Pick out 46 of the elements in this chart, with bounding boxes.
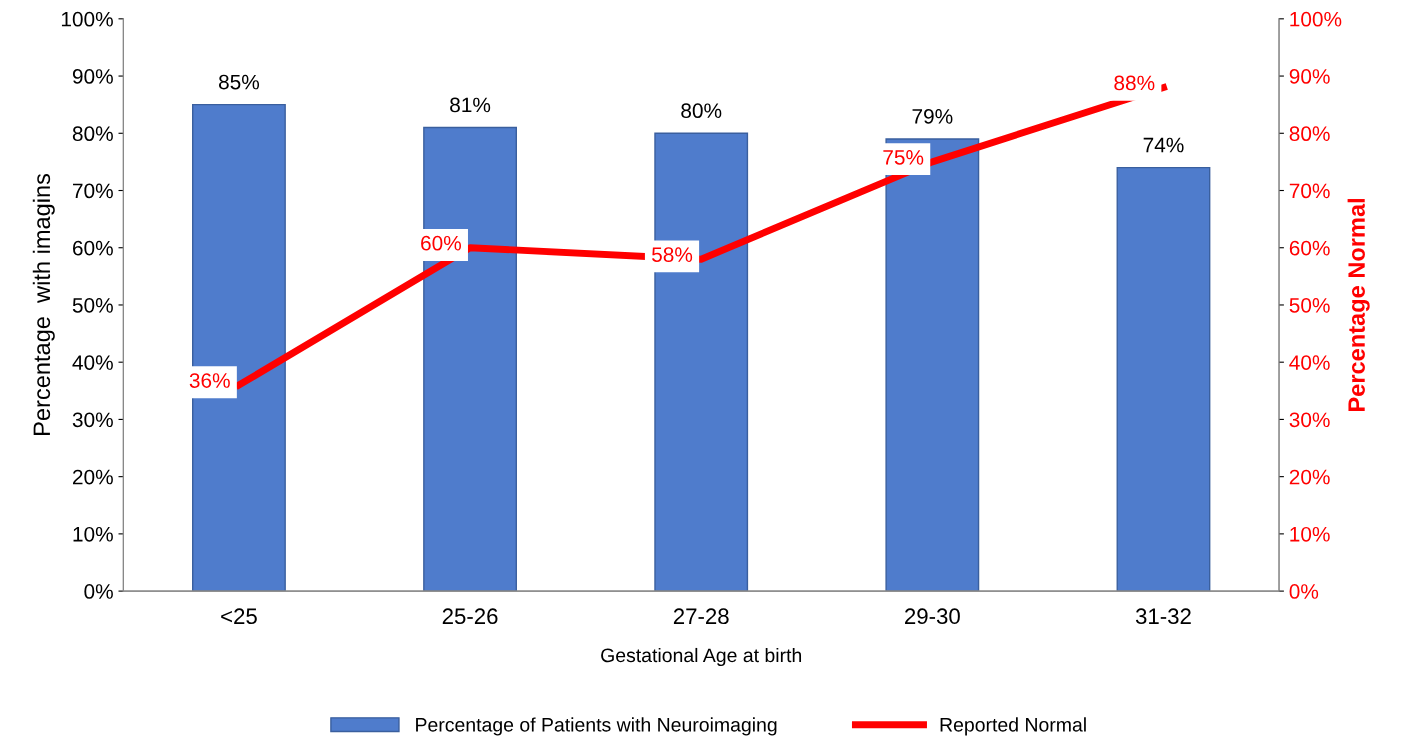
x-tick-label: <25	[221, 608, 257, 625]
y2-tick-label: 30%	[1289, 412, 1330, 428]
y-tick-label: 0%	[84, 584, 113, 599]
y2-axis-title: Percentage Normal	[1347, 199, 1370, 411]
data-label: 58%	[652, 247, 693, 262]
y-tick-label: 30%	[72, 412, 113, 428]
y2-tick-label: 90%	[1289, 69, 1330, 84]
bar	[1116, 166, 1211, 592]
y2-tick-label: 100%	[1290, 11, 1342, 27]
y2-tick-label: 60%	[1289, 240, 1330, 256]
data-label: 80%	[681, 103, 722, 119]
data-label: 88%	[1114, 75, 1155, 91]
x-tick-label: 29-30	[905, 608, 960, 625]
bar	[423, 126, 517, 592]
y2-tick-label: 40%	[1289, 355, 1330, 370]
data-label: 36%	[189, 373, 230, 388]
x-tick-label: 25-26	[442, 608, 498, 625]
y2-tick-label: 70%	[1289, 183, 1330, 199]
data-label: 79%	[912, 109, 953, 124]
y-axis-title: Percentage with imagins	[32, 173, 55, 435]
y-tick-label: 100%	[61, 11, 113, 27]
y2-tick-label: 80%	[1289, 126, 1330, 142]
legend-label: Percentage of Patients with Neuroimaging	[416, 717, 777, 736]
y-tick-label: 10%	[73, 526, 113, 542]
y-tick-label: 90%	[72, 69, 113, 84]
x-tick-label: 27-28	[673, 608, 729, 625]
legend-label: Reported Normal	[940, 717, 1086, 736]
y-tick-label: 40%	[72, 355, 113, 370]
data-label: 60%	[421, 235, 461, 251]
y-tick-label: 20%	[73, 469, 113, 485]
bar	[885, 138, 980, 592]
bar	[654, 132, 749, 592]
y2-tick-label: 10%	[1290, 526, 1330, 542]
y-tick-label: 60%	[73, 240, 113, 256]
data-label: 75%	[883, 150, 924, 165]
x-axis-title: Gestational Age at birth	[601, 647, 802, 667]
data-label: 74%	[1143, 137, 1184, 153]
y-tick-label: 80%	[72, 126, 113, 142]
data-label: 81%	[450, 97, 491, 113]
y2-tick-label: 50%	[1289, 297, 1330, 313]
y-tick-label: 70%	[73, 183, 113, 199]
y2-tick-label: 20%	[1289, 469, 1330, 485]
data-label: 85%	[218, 74, 260, 90]
y2-tick-label: 0%	[1289, 584, 1319, 599]
y-tick-label: 50%	[72, 297, 113, 313]
x-tick-label: 31-32	[1135, 608, 1191, 625]
